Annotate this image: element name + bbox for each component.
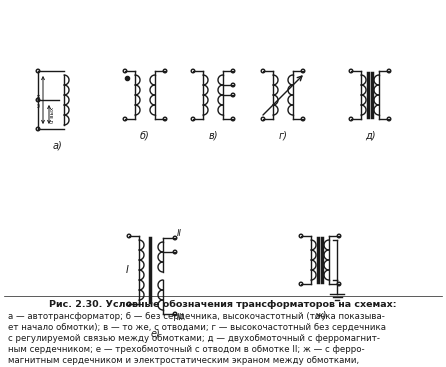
Text: магнитным сердечником и электростатическим экраном между обмотками,: магнитным сердечником и электростатическ… xyxy=(8,356,359,365)
Text: в): в) xyxy=(208,131,218,141)
Text: ет начало обмотки); в — то же, с отводами; г — высокочастотный без сердечника: ет начало обмотки); в — то же, с отводам… xyxy=(8,323,386,332)
Text: а — автотрансформатор; б — без сердечника, высокочастотный (точка показыва-: а — автотрансформатор; б — без сердечник… xyxy=(8,312,385,321)
Text: II: II xyxy=(177,229,182,239)
Text: ж): ж) xyxy=(314,310,326,320)
Text: u вых: u вых xyxy=(50,106,55,123)
Text: I: I xyxy=(126,265,128,275)
Text: б): б) xyxy=(140,131,150,141)
Text: с регулируемой связью между обмотками; д — двухобмоточный с ферромагнит-: с регулируемой связью между обмотками; д… xyxy=(8,334,380,343)
Text: а): а) xyxy=(52,141,62,151)
Text: Рис. 2.30. Условные обозначения трансформаторов на схемах:: Рис. 2.30. Условные обозначения трансфор… xyxy=(49,300,397,309)
Text: е): е) xyxy=(150,328,160,338)
Text: III: III xyxy=(177,313,185,323)
Text: д): д) xyxy=(365,131,375,141)
Text: г): г) xyxy=(279,131,287,141)
Text: u вх: u вх xyxy=(37,93,42,107)
Text: ным сердечником; е — трехобмоточный с отводом в обмотке II; ж — с ферро-: ным сердечником; е — трехобмоточный с от… xyxy=(8,345,365,354)
